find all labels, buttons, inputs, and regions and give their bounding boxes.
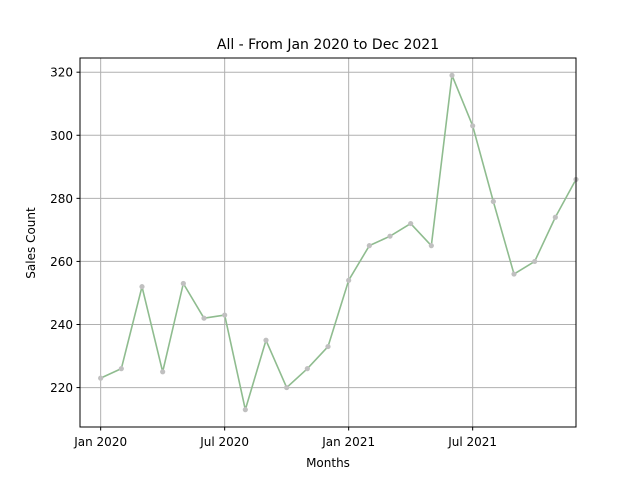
x-tick-label: Jul 2021 [447,435,497,449]
y-tick-label: 240 [50,318,73,332]
y-axis-label: Sales Count [24,207,38,279]
y-tick-label: 320 [50,66,73,80]
data-point [552,214,558,220]
y-tick-label: 260 [50,255,73,269]
data-point [160,369,166,375]
data-point [387,233,393,239]
y-tick-label: 220 [50,381,73,395]
data-point [222,312,228,318]
data-point [532,258,538,265]
data-point [139,284,145,290]
data-point [263,337,269,343]
x-tick-label: Jul 2020 [199,435,249,449]
x-axis-label: Months [306,456,350,470]
data-point [346,277,352,283]
grid [80,58,576,427]
y-tick-label: 300 [50,129,73,143]
data-point [470,123,476,129]
chart-title: All - From Jan 2020 to Dec 2021 [217,37,439,53]
x-axis: Jan 2020 Jul 2020 Jan 2021 Jul 2021 [73,427,497,449]
data-point [242,407,248,413]
y-axis: 220 240 260 280 300 320 [50,66,80,395]
series-layer [98,72,579,413]
plot-frame [79,57,577,428]
data-point [428,243,434,249]
x-tick-label: Jan 2021 [321,435,375,449]
series-line [100,74,577,411]
data-point [118,366,124,372]
y-tick-label: 280 [50,192,73,206]
data-point [325,343,331,350]
data-point [366,243,372,249]
data-point [304,366,310,372]
data-point [511,271,517,277]
data-point [284,384,290,391]
data-point [490,198,496,205]
data-point [408,220,414,227]
data-point [201,315,207,321]
data-point [180,280,186,287]
x-tick-label: Jan 2020 [73,435,127,449]
data-point [98,375,104,381]
data-point [449,72,455,78]
